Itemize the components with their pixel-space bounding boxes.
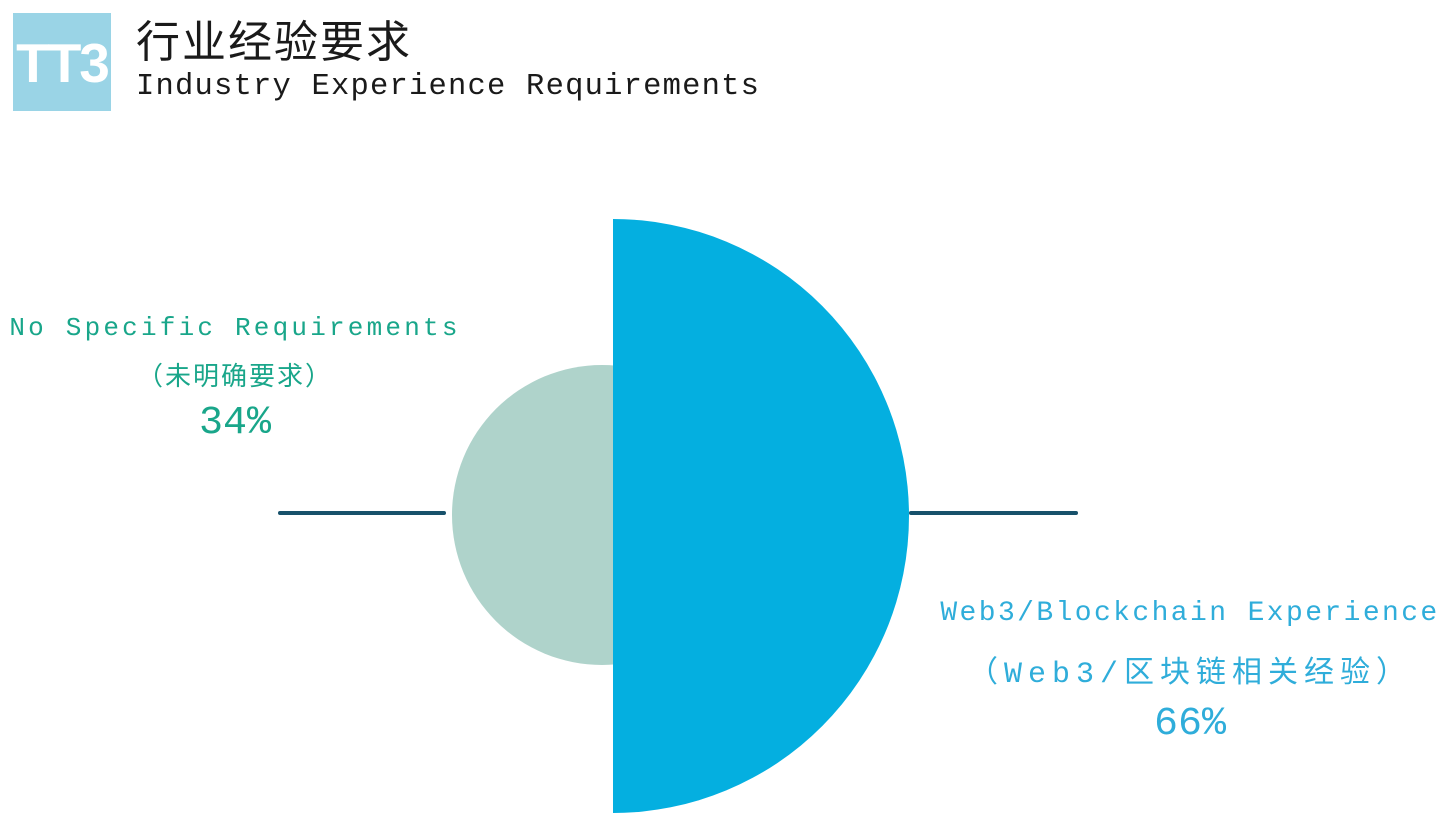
svg-text:TT3: TT3	[16, 32, 108, 94]
